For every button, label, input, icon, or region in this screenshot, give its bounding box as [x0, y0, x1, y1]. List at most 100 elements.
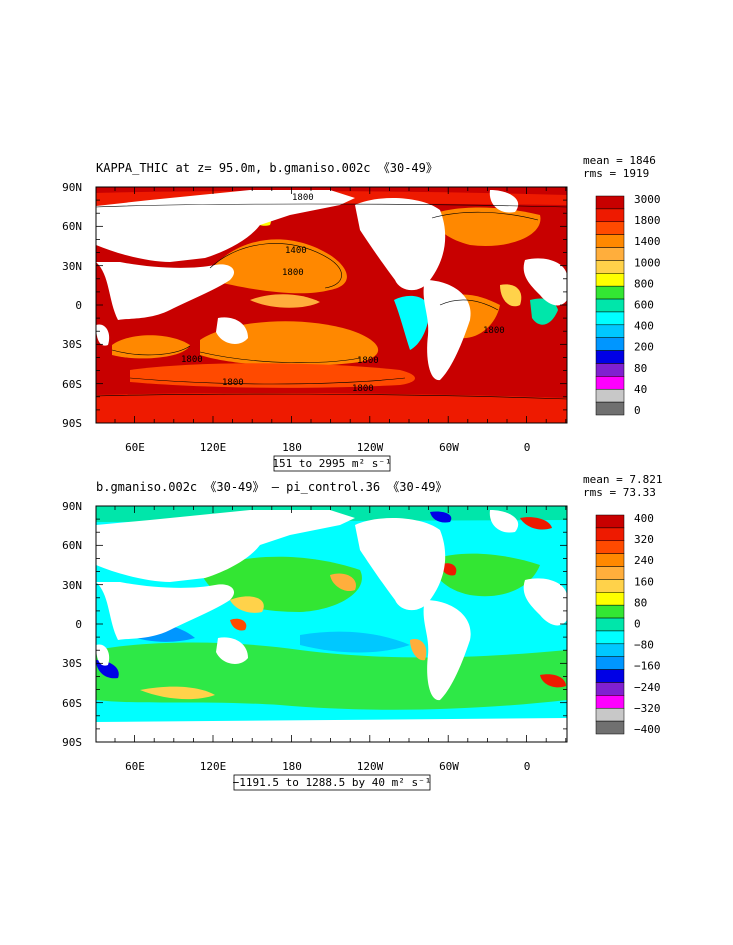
contour-label: 1800: [282, 268, 304, 278]
panel-2-ticks: [96, 505, 567, 743]
legend-label: 3000: [634, 193, 661, 206]
x-tick-label: 60W: [439, 441, 459, 454]
y-tick-label: 90S: [62, 736, 82, 749]
contour-label: 1800: [222, 378, 244, 388]
legend-swatch: [595, 311, 625, 326]
legend-swatch: [595, 324, 625, 338]
legend-swatch: [595, 298, 625, 313]
legend-swatch: [595, 540, 625, 554]
legend-label: 40: [634, 383, 647, 396]
x-tick-label: 180: [282, 760, 302, 773]
legend-swatch: [595, 579, 625, 593]
legend-label: 320: [634, 533, 654, 546]
legend-label: 400: [634, 320, 654, 333]
panel-2-y-tick-labels: 90N 60N 30N 0 30S 60S 90S: [62, 500, 82, 749]
legend-label: 0: [634, 618, 641, 631]
y-tick-label: 60S: [62, 697, 82, 710]
y-tick-label: 30N: [62, 579, 82, 592]
legend-swatch: [595, 707, 625, 722]
legend-swatch: [595, 630, 625, 645]
panel-1-mean: mean = 1846: [583, 154, 656, 167]
x-tick-label: 60E: [125, 441, 145, 454]
y-tick-label: 30S: [62, 338, 82, 351]
panel-2-range-box: [233, 774, 431, 791]
legend-swatch: [595, 617, 625, 632]
x-tick-label: 120W: [357, 441, 384, 454]
legend-label: 1400: [634, 235, 661, 248]
legend-label: 800: [634, 277, 654, 290]
panel-2-legend: 400 320 240 160 80 0 −80 −160 −240 −320 −400: [595, 512, 661, 736]
panel-2-range-label: −1191.5 to 1288.5 by 40 m² s⁻¹: [233, 776, 432, 789]
legend-swatch: [595, 604, 625, 619]
legend-label: 160: [634, 575, 654, 588]
legend-label: 200: [634, 341, 654, 354]
legend-label: 1000: [634, 256, 661, 269]
legend-swatch: [595, 592, 625, 606]
legend-swatch: [595, 337, 625, 351]
x-tick-label: 60W: [439, 760, 459, 773]
legend-label: −400: [634, 723, 661, 736]
legend-label: −160: [634, 660, 661, 673]
contour-label: 1800: [292, 193, 314, 203]
legend-label: 240: [634, 554, 654, 567]
legend-label: 600: [634, 299, 654, 312]
legend-label: −240: [634, 681, 661, 694]
legend-swatch: [595, 234, 625, 248]
legend-swatch: [595, 376, 625, 390]
x-tick-label: 120E: [200, 760, 227, 773]
contour-label: 1800: [181, 355, 203, 365]
panel-2-title: b.gmaniso.002c 《30-49》 – pi_control.36 《…: [96, 480, 447, 494]
legend-label: 0: [634, 404, 641, 417]
x-tick-label: 60E: [125, 760, 145, 773]
legend-swatch: [595, 388, 625, 403]
panel-2: b.gmaniso.002c 《30-49》 – pi_control.36 《…: [62, 473, 662, 791]
legend-label: 1800: [634, 214, 661, 227]
contour-label: 1800: [483, 326, 505, 336]
legend-swatch: [595, 656, 625, 670]
legend-swatch: [595, 669, 625, 683]
legend-label: −320: [634, 702, 661, 715]
legend-swatch: [595, 643, 625, 657]
panel-1-rms: rms = 1919: [583, 167, 649, 180]
legend-swatch: [595, 682, 625, 696]
x-tick-label: 0: [524, 441, 531, 454]
panel-2-rms: rms = 73.33: [583, 486, 656, 499]
y-tick-label: 60N: [62, 539, 82, 552]
legend-swatch: [595, 401, 625, 416]
x-tick-label: 120E: [200, 441, 227, 454]
legend-swatch: [595, 350, 625, 364]
legend-swatch: [595, 195, 625, 210]
panel-1-map: 1800 1400 1800 1800 1800 1800 1800 1800: [96, 187, 567, 423]
panel-1-contour-labels: 1800 1400 1800 1800 1800 1800 1800 1800: [181, 193, 505, 394]
y-tick-label: 90N: [62, 181, 82, 194]
y-tick-label: 90N: [62, 500, 82, 513]
legend-swatch: [595, 527, 625, 542]
panel-1-y-tick-labels: 90N 60N 30N 0 30S 60S 90S: [62, 181, 82, 430]
legend-swatch: [595, 260, 625, 274]
legend-swatch: [595, 208, 625, 223]
legend-label: 400: [634, 512, 654, 525]
panel-1-ticks: [96, 186, 567, 424]
legend-label: 80: [634, 596, 647, 609]
panel-1-range-box: [273, 455, 391, 472]
contour-label: 1800: [357, 356, 379, 366]
panel-1-range-label: 151 to 2995 m² s⁻¹: [272, 457, 391, 470]
legend-swatch: [595, 720, 625, 735]
legend-swatch: [595, 695, 625, 709]
y-tick-label: 0: [75, 618, 82, 631]
panel-1: KAPPA_THIC at z= 95.0m, b.gmaniso.002c 《…: [62, 154, 661, 472]
legend-swatch: [595, 273, 625, 287]
x-tick-label: 0: [524, 760, 531, 773]
y-tick-label: 30N: [62, 260, 82, 273]
x-tick-label: 120W: [357, 760, 384, 773]
legend-label: 80: [634, 362, 647, 375]
panel-2-map: [96, 506, 567, 742]
legend-swatch: [595, 566, 625, 580]
legend-swatch: [595, 221, 625, 235]
legend-swatch: [595, 514, 625, 529]
panel-2-mean: mean = 7.821: [583, 473, 662, 486]
contour-label: 1800: [352, 384, 374, 394]
panel-2-x-tick-labels: 60E 120E 180 120W 60W 0: [125, 760, 530, 773]
